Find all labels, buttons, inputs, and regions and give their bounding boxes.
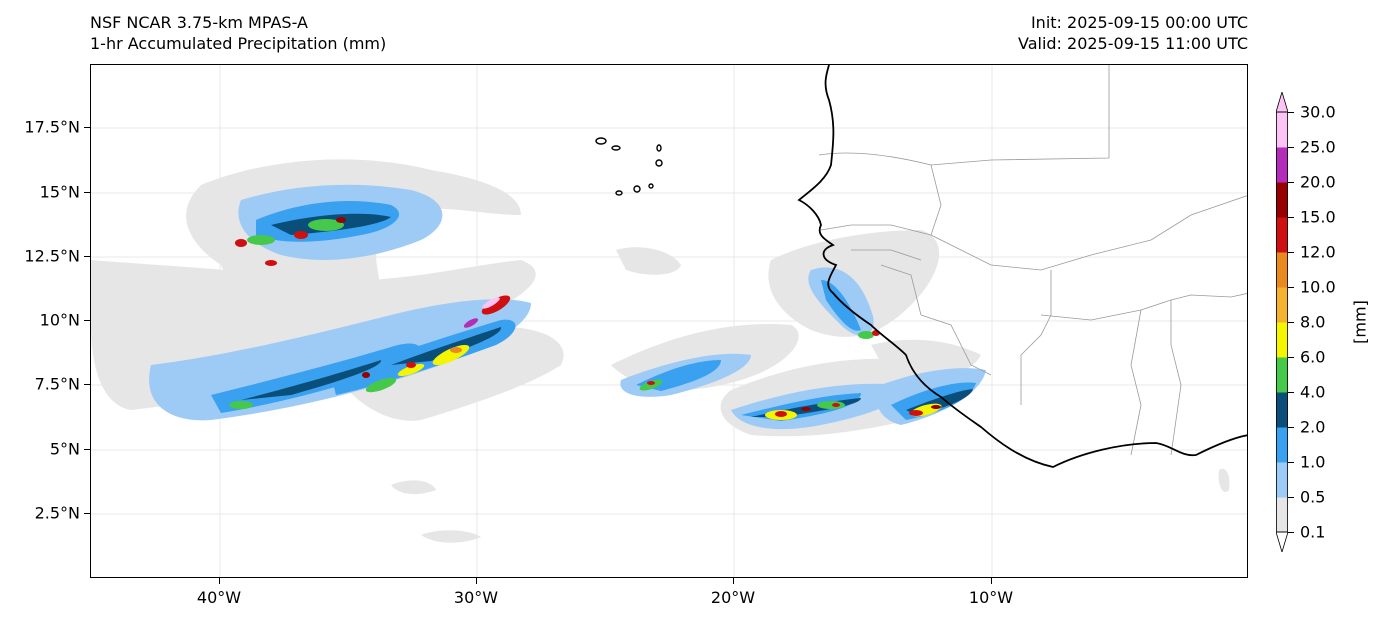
cape-verde-islands [595,137,663,196]
colorbar-segment [1276,322,1288,358]
x-tick-mark [476,578,477,584]
colorbar-tick-mark [1288,252,1294,253]
colorbar-tick-mark [1288,497,1294,498]
colorbar-segment [1276,252,1288,288]
colorbar-tick-mark [1288,357,1294,358]
colorbar-segment [1276,497,1288,533]
colorbar-tick-mark [1288,392,1294,393]
colorbar-tick-mark [1288,427,1294,428]
y-tick-mark [84,320,90,321]
precipitation-map [90,64,1248,578]
y-tick-mark [84,256,90,257]
colorbar-tick-label: 12.0 [1300,242,1336,262]
colorbar-tick-mark [1288,287,1294,288]
colorbar-tick-mark [1288,217,1294,218]
precip-intense-cores [235,217,941,417]
x-tick-mark [991,578,992,584]
colorbar-min-extension [1276,531,1288,552]
colorbar-segment [1276,392,1288,428]
y-tick-label: 7.5°N [34,374,80,394]
colorbar-tick-label: 10.0 [1300,277,1336,297]
x-tick-label: 40°W [196,588,242,607]
init-time: Init: 2025-09-15 00:00 UTC [1030,13,1248,32]
colorbar-tick-label: 1.0 [1300,452,1326,472]
colorbar-segment [1276,112,1288,148]
y-tick-label: 5°N [49,439,80,459]
colorbar-tick-mark [1288,532,1294,533]
colorbar-unit-label: [mm] [1350,300,1370,344]
coastline [797,65,1247,468]
valid-time: Valid: 2025-09-15 11:00 UTC [1017,34,1248,53]
country-borders [818,65,1247,456]
colorbar-segment [1276,217,1288,253]
colorbar-tick-label: 2.0 [1300,417,1326,437]
y-tick-mark [84,127,90,128]
colorbar-tick-label: 6.0 [1300,347,1326,367]
y-tick-mark [84,449,90,450]
colorbar-tick-mark [1288,147,1294,148]
y-tick-label: 2.5°N [34,503,80,523]
colorbar-tick-label: 20.0 [1300,172,1336,192]
chart-header-right: Init: 2025-09-15 00:00 UTC Valid: 2025-0… [1018,12,1248,54]
y-tick-label: 15°N [39,182,80,202]
colorbar-segment [1276,357,1288,393]
colorbar-tick-label: 0.5 [1300,487,1326,507]
x-tick-mark [219,578,220,584]
colorbar-tick-label: 8.0 [1300,312,1326,332]
colorbar-max-extension [1276,92,1288,113]
y-tick-label: 17.5°N [24,117,80,137]
colorbar-segment [1276,182,1288,218]
colorbar-tick-label: 0.1 [1300,522,1326,542]
colorbar-tick-mark [1288,462,1294,463]
y-tick-mark [84,513,90,514]
model-title: NSF NCAR 3.75-km MPAS-A [90,13,308,32]
colorbar-tick-label: 25.0 [1300,137,1336,157]
colorbar-tick-mark [1288,112,1294,113]
x-tick-mark [733,578,734,584]
colorbar-segment [1276,147,1288,183]
chart-header-left: NSF NCAR 3.75-km MPAS-A 1-hr Accumulated… [90,12,386,54]
colorbar-tick-label: 4.0 [1300,382,1326,402]
x-tick-label: 20°W [710,588,756,607]
field-title: 1-hr Accumulated Precipitation (mm) [90,34,387,53]
y-tick-label: 12.5°N [24,246,80,266]
colorbar-tick-label: 30.0 [1300,102,1336,122]
colorbar-outline [1276,111,1288,533]
colorbar-segment [1276,427,1288,463]
colorbar [1276,92,1288,552]
x-tick-label: 30°W [453,588,499,607]
colorbar-tick-mark [1288,182,1294,183]
colorbar-segment [1276,462,1288,498]
y-tick-mark [84,384,90,385]
x-tick-label: 10°W [968,588,1014,607]
colorbar-tick-mark [1288,322,1294,323]
colorbar-tick-label: 15.0 [1300,207,1336,227]
map-canvas [91,65,1247,577]
y-tick-label: 10°N [39,310,80,330]
colorbar-segment [1276,287,1288,323]
y-tick-mark [84,192,90,193]
